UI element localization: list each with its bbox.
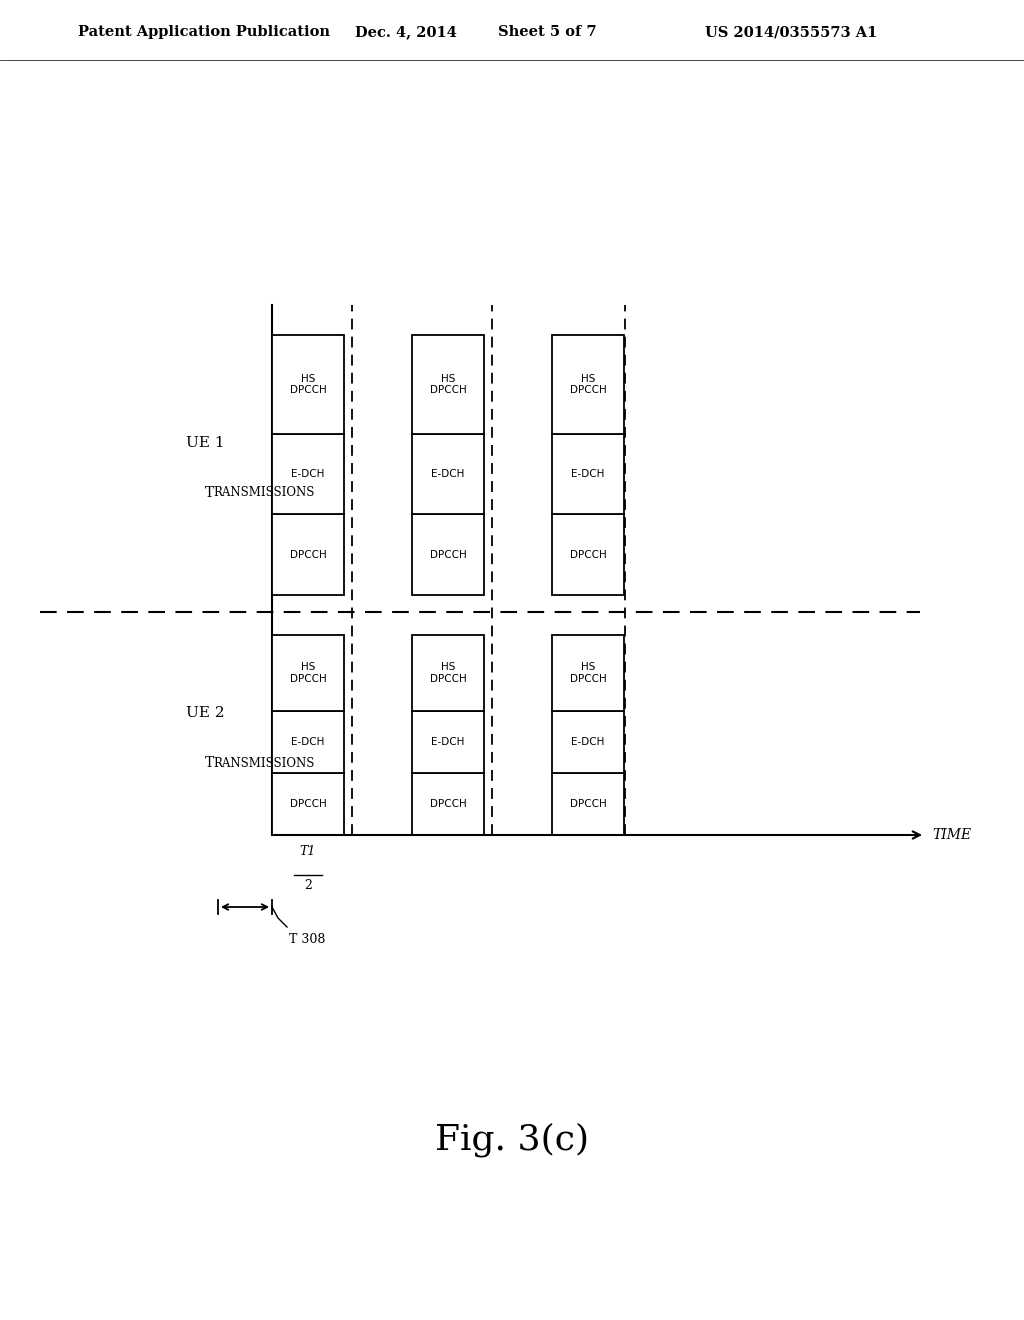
Bar [412, 434, 484, 515]
Text: RANSMISSIONS: RANSMISSIONS [213, 756, 314, 770]
Text: E-DCH: E-DCH [291, 469, 325, 479]
Bar [412, 774, 484, 836]
Text: E-DCH: E-DCH [571, 469, 605, 479]
Text: E-DCH: E-DCH [571, 737, 605, 747]
Bar [272, 635, 344, 711]
Bar [272, 434, 344, 515]
Bar [412, 335, 484, 434]
Text: DPCCH: DPCCH [430, 799, 466, 809]
Bar [552, 434, 624, 515]
Text: US 2014/0355573 A1: US 2014/0355573 A1 [705, 25, 878, 40]
Text: HS
DPCCH: HS DPCCH [430, 374, 466, 395]
Text: E-DCH: E-DCH [431, 469, 465, 479]
Text: HS
DPCCH: HS DPCCH [290, 374, 327, 395]
Text: T: T [205, 486, 214, 500]
Text: HS
DPCCH: HS DPCCH [430, 663, 466, 684]
Text: HS
DPCCH: HS DPCCH [290, 663, 327, 684]
Text: HS
DPCCH: HS DPCCH [569, 374, 606, 395]
Bar [552, 635, 624, 711]
Text: DPCCH: DPCCH [569, 799, 606, 809]
Text: HS
DPCCH: HS DPCCH [569, 663, 606, 684]
Text: TIME: TIME [932, 828, 971, 842]
Bar [272, 515, 344, 595]
Bar [552, 711, 624, 774]
Bar [272, 711, 344, 774]
Text: Patent Application Publication: Patent Application Publication [78, 25, 330, 40]
Text: T1: T1 [300, 845, 316, 858]
Text: UE 1: UE 1 [185, 436, 224, 450]
Text: Sheet 5 of 7: Sheet 5 of 7 [498, 25, 597, 40]
Text: DPCCH: DPCCH [430, 549, 466, 560]
Text: UE 2: UE 2 [185, 706, 224, 719]
Bar [552, 774, 624, 836]
Text: DPCCH: DPCCH [569, 549, 606, 560]
Text: RANSMISSIONS: RANSMISSIONS [213, 487, 314, 499]
Text: DPCCH: DPCCH [290, 799, 327, 809]
Bar [272, 774, 344, 836]
Text: T 308: T 308 [289, 933, 326, 946]
Bar [412, 711, 484, 774]
Text: 2: 2 [304, 879, 312, 892]
Bar [272, 335, 344, 434]
Text: T: T [205, 756, 214, 770]
Text: E-DCH: E-DCH [291, 737, 325, 747]
Bar [412, 635, 484, 711]
Bar [412, 515, 484, 595]
Text: Dec. 4, 2014: Dec. 4, 2014 [355, 25, 457, 40]
Text: Fig. 3(c): Fig. 3(c) [435, 1123, 589, 1158]
Bar [552, 335, 624, 434]
Bar [552, 515, 624, 595]
Text: E-DCH: E-DCH [431, 737, 465, 747]
Text: DPCCH: DPCCH [290, 549, 327, 560]
